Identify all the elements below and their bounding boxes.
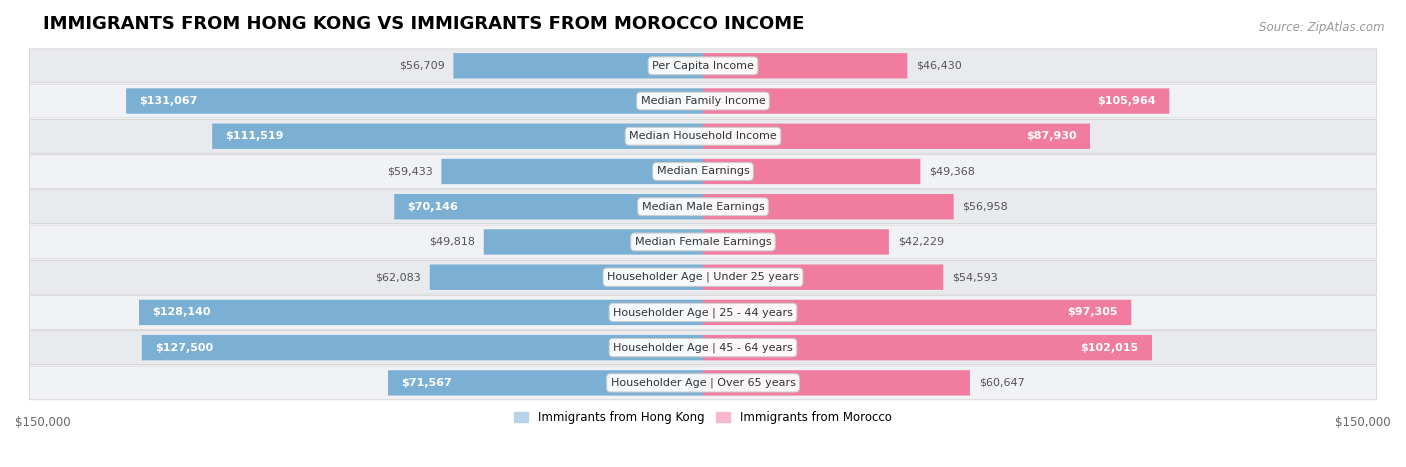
FancyBboxPatch shape [703,124,1090,149]
Text: Householder Age | 45 - 64 years: Householder Age | 45 - 64 years [613,342,793,353]
Text: $131,067: $131,067 [139,96,198,106]
FancyBboxPatch shape [703,229,889,255]
Text: $54,593: $54,593 [952,272,998,282]
FancyBboxPatch shape [703,264,943,290]
Legend: Immigrants from Hong Kong, Immigrants from Morocco: Immigrants from Hong Kong, Immigrants fr… [509,406,897,429]
FancyBboxPatch shape [703,88,1170,113]
FancyBboxPatch shape [30,84,1376,118]
FancyBboxPatch shape [484,229,703,255]
Text: $128,140: $128,140 [152,307,211,318]
Text: $60,647: $60,647 [979,378,1025,388]
Text: Median Household Income: Median Household Income [628,131,778,141]
Text: Median Male Earnings: Median Male Earnings [641,202,765,212]
FancyBboxPatch shape [142,335,703,361]
Text: Householder Age | Over 65 years: Householder Age | Over 65 years [610,378,796,388]
FancyBboxPatch shape [703,300,1132,325]
FancyBboxPatch shape [212,124,703,149]
FancyBboxPatch shape [430,264,703,290]
FancyBboxPatch shape [30,120,1376,153]
Text: $59,433: $59,433 [387,167,433,177]
Text: Median Female Earnings: Median Female Earnings [634,237,772,247]
Text: Per Capita Income: Per Capita Income [652,61,754,71]
FancyBboxPatch shape [453,53,703,78]
Text: Source: ZipAtlas.com: Source: ZipAtlas.com [1260,21,1385,34]
Text: $102,015: $102,015 [1081,343,1139,353]
Text: $87,930: $87,930 [1026,131,1077,141]
Text: Median Earnings: Median Earnings [657,167,749,177]
Text: Householder Age | Under 25 years: Householder Age | Under 25 years [607,272,799,283]
Text: $56,709: $56,709 [399,61,444,71]
FancyBboxPatch shape [388,370,703,396]
Text: $42,229: $42,229 [897,237,943,247]
FancyBboxPatch shape [703,335,1152,361]
FancyBboxPatch shape [30,296,1376,329]
FancyBboxPatch shape [703,370,970,396]
Text: $127,500: $127,500 [155,343,214,353]
Text: $105,964: $105,964 [1098,96,1156,106]
FancyBboxPatch shape [30,366,1376,400]
Text: $111,519: $111,519 [225,131,284,141]
Text: $97,305: $97,305 [1067,307,1118,318]
FancyBboxPatch shape [127,88,703,113]
FancyBboxPatch shape [394,194,703,219]
FancyBboxPatch shape [30,260,1376,294]
FancyBboxPatch shape [30,190,1376,224]
Text: $49,368: $49,368 [929,167,974,177]
Text: $46,430: $46,430 [917,61,962,71]
FancyBboxPatch shape [703,53,907,78]
FancyBboxPatch shape [703,159,921,184]
FancyBboxPatch shape [30,225,1376,259]
Text: $56,958: $56,958 [963,202,1008,212]
FancyBboxPatch shape [30,49,1376,83]
Text: $62,083: $62,083 [375,272,420,282]
Text: IMMIGRANTS FROM HONG KONG VS IMMIGRANTS FROM MOROCCO INCOME: IMMIGRANTS FROM HONG KONG VS IMMIGRANTS … [42,15,804,33]
Text: Median Family Income: Median Family Income [641,96,765,106]
FancyBboxPatch shape [30,155,1376,188]
Text: $71,567: $71,567 [401,378,451,388]
FancyBboxPatch shape [30,331,1376,365]
Text: $70,146: $70,146 [408,202,458,212]
FancyBboxPatch shape [139,300,703,325]
Text: Householder Age | 25 - 44 years: Householder Age | 25 - 44 years [613,307,793,318]
Text: $49,818: $49,818 [429,237,475,247]
FancyBboxPatch shape [441,159,703,184]
FancyBboxPatch shape [703,194,953,219]
